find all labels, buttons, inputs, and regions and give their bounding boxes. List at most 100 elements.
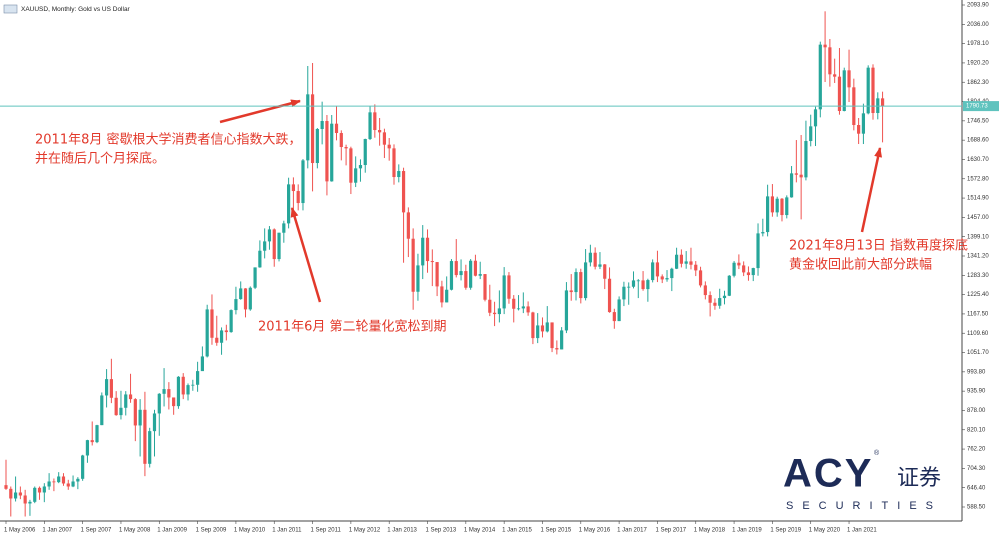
- candle-body: [708, 295, 712, 303]
- candle-body: [421, 237, 425, 266]
- candle-body: [469, 260, 473, 288]
- candle-body: [104, 379, 109, 396]
- annotation: 并在随后几个月探底。: [35, 151, 165, 167]
- candle-body: [267, 229, 272, 242]
- candle-body: [478, 274, 482, 276]
- logo-name: 证券: [897, 466, 941, 491]
- candle-body: [612, 312, 616, 322]
- candle-body: [172, 397, 176, 407]
- candle-body: [722, 295, 727, 299]
- x-tick-label: 1 Sep 2013: [426, 528, 457, 534]
- candle-body: [76, 478, 80, 482]
- candle-body: [425, 237, 430, 262]
- chart-title: XAUUSD, Monthly: Gold vs US Dollar: [21, 6, 131, 13]
- candle-body: [181, 376, 185, 395]
- candle-body: [799, 174, 803, 178]
- candle-body: [71, 481, 75, 487]
- candle-body: [751, 268, 755, 276]
- annotation: 2021年8月13日 指数再度探底: [789, 238, 968, 254]
- y-tick-label: 1514.90: [967, 196, 989, 202]
- candle-body: [95, 425, 99, 443]
- candle-body: [191, 384, 195, 386]
- y-tick-label: 1688.60: [967, 138, 989, 144]
- candle-body: [18, 492, 22, 496]
- x-tick-label: 1 May 2014: [464, 528, 496, 534]
- candle-body: [636, 280, 640, 282]
- logo: ACY ® 证券 SECURITIES: [783, 449, 942, 512]
- x-tick-label: 1 Sep 2009: [196, 528, 227, 534]
- x-tick-label: 1 May 2012: [349, 528, 381, 534]
- y-tick-label: 646.40: [967, 485, 986, 491]
- candle-body: [857, 125, 861, 134]
- x-tick-label: 1 Sep 2017: [655, 528, 686, 534]
- candle-body: [756, 233, 760, 269]
- candle-body: [61, 476, 66, 484]
- candle-body: [162, 389, 166, 394]
- candle-body: [90, 440, 94, 443]
- x-tick-label: 1 Sep 2019: [770, 528, 801, 534]
- x-tick-label: 1 Jan 2013: [387, 528, 417, 534]
- candle-body: [152, 413, 157, 432]
- candle-body: [205, 309, 209, 357]
- candle-body: [516, 308, 521, 310]
- candle-body: [651, 262, 655, 281]
- candle-body: [449, 261, 454, 290]
- symbol-icon: [3, 4, 18, 14]
- candle-body: [512, 298, 516, 309]
- candle-body: [258, 250, 262, 268]
- candle-body: [507, 275, 511, 299]
- y-tick-label: 2036.00: [967, 22, 989, 28]
- y-tick-label: 1630.70: [967, 157, 989, 163]
- y-tick-label: 1341.20: [967, 254, 989, 260]
- candle-body: [593, 252, 597, 267]
- candle-body: [167, 389, 171, 398]
- candle-body: [354, 168, 358, 183]
- candle-body: [789, 173, 794, 198]
- x-tick-label: 1 Jan 2009: [157, 528, 187, 534]
- candle-body: [119, 407, 123, 416]
- candle-body: [670, 268, 674, 279]
- candle-body: [742, 265, 746, 273]
- candle-body: [588, 252, 592, 263]
- logo-tagline: SECURITIES: [786, 500, 942, 512]
- candle-body: [28, 501, 32, 504]
- candle-body: [641, 280, 645, 290]
- candle-body: [215, 337, 219, 343]
- candle-body: [837, 76, 842, 112]
- candle-body: [842, 70, 846, 112]
- candle-body: [598, 264, 602, 267]
- y-tick-label: 1283.30: [967, 273, 989, 279]
- candle-body: [133, 399, 137, 426]
- candle-body: [794, 173, 798, 175]
- candle-body: [57, 476, 61, 483]
- candle-body: [148, 431, 152, 464]
- candle-body: [497, 308, 501, 315]
- y-tick-label: 588.50: [967, 505, 986, 511]
- candle-body: [306, 94, 310, 161]
- candle-body: [770, 196, 774, 213]
- candle-body: [100, 395, 104, 426]
- candle-body: [607, 278, 612, 313]
- y-tick-label: 1746.50: [967, 118, 989, 124]
- candle-body: [785, 197, 789, 216]
- candle-body: [13, 492, 18, 499]
- candle-body: [186, 385, 190, 395]
- candle-body: [406, 212, 410, 239]
- candle-body: [847, 70, 851, 88]
- candle-body: [334, 123, 339, 134]
- annotation: 黄金收回此前大部分跌幅: [789, 257, 932, 273]
- annotation: 2011年6月 第二轮量化宽松到期: [258, 319, 447, 335]
- candle-body: [655, 262, 660, 277]
- candle-body: [392, 148, 396, 178]
- candle-body: [315, 129, 319, 164]
- logo-brand: ACY: [783, 452, 873, 496]
- y-tick-label: 1167.50: [967, 311, 989, 317]
- candle-body: [344, 147, 348, 149]
- candle-body: [277, 232, 281, 260]
- candle-body: [583, 262, 588, 299]
- candle-body: [109, 379, 113, 398]
- y-tick-label: 1862.30: [967, 80, 989, 86]
- candle-body: [291, 184, 295, 192]
- candle-body: [411, 238, 415, 292]
